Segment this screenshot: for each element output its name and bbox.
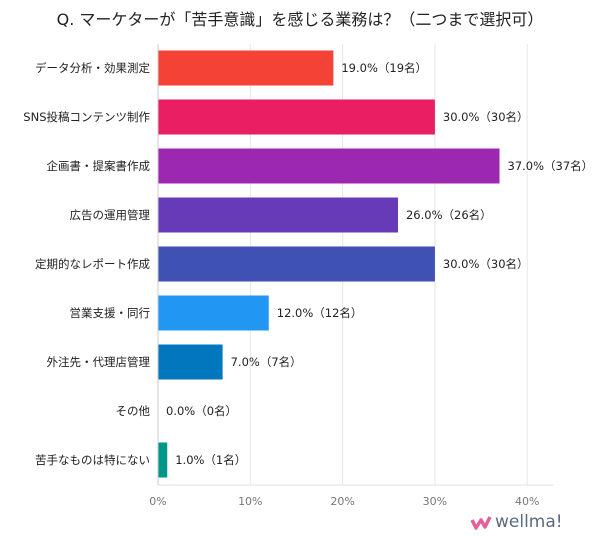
bar [158, 442, 168, 478]
category-label: 広告の運用管理 [70, 208, 151, 222]
bar [158, 344, 223, 380]
x-tick-label: 30% [423, 495, 447, 508]
bar [158, 99, 435, 135]
data-label: 30.0%（30名） [443, 110, 529, 124]
category-label: 企画書・提案書作成 [47, 159, 151, 173]
category-label: データ分析・効果測定 [35, 61, 150, 75]
logo-mark-icon [470, 516, 492, 530]
category-label: 定期的なレポート作成 [35, 257, 150, 271]
data-label: 37.0%（37名） [508, 159, 594, 173]
category-label: 外注先・代理店管理 [47, 355, 151, 369]
logo-text: wellma! [495, 512, 563, 532]
data-label: 19.0%（19名） [341, 61, 427, 75]
category-label: 苦手なものは特にない [35, 453, 150, 467]
x-tick-label: 20% [330, 495, 354, 508]
x-tick-label: 10% [238, 495, 262, 508]
x-tick-label: 0% [149, 495, 166, 508]
data-label: 26.0%（26名） [406, 208, 492, 222]
data-label: 12.0%（12名） [277, 306, 363, 320]
data-label: 7.0%（7名） [231, 355, 302, 369]
bar [158, 246, 435, 282]
wellma-logo: wellma! [470, 512, 563, 532]
x-tick-label: 40% [515, 495, 539, 508]
category-label: 営業支援・同行 [70, 306, 151, 320]
data-label: 30.0%（30名） [443, 257, 529, 271]
bar [158, 50, 334, 86]
bar [158, 148, 500, 184]
category-label: SNS投稿コンテンツ制作 [23, 110, 150, 124]
bar [158, 295, 269, 331]
category-label: その他 [116, 404, 151, 418]
data-label: 1.0%（1名） [175, 453, 246, 467]
chart-title: Q. マーケターが「苦手意識」を感じる業務は？（二つまで選択可） [56, 10, 544, 29]
data-label: 0.0%（0名） [166, 404, 237, 418]
bar [158, 197, 398, 233]
